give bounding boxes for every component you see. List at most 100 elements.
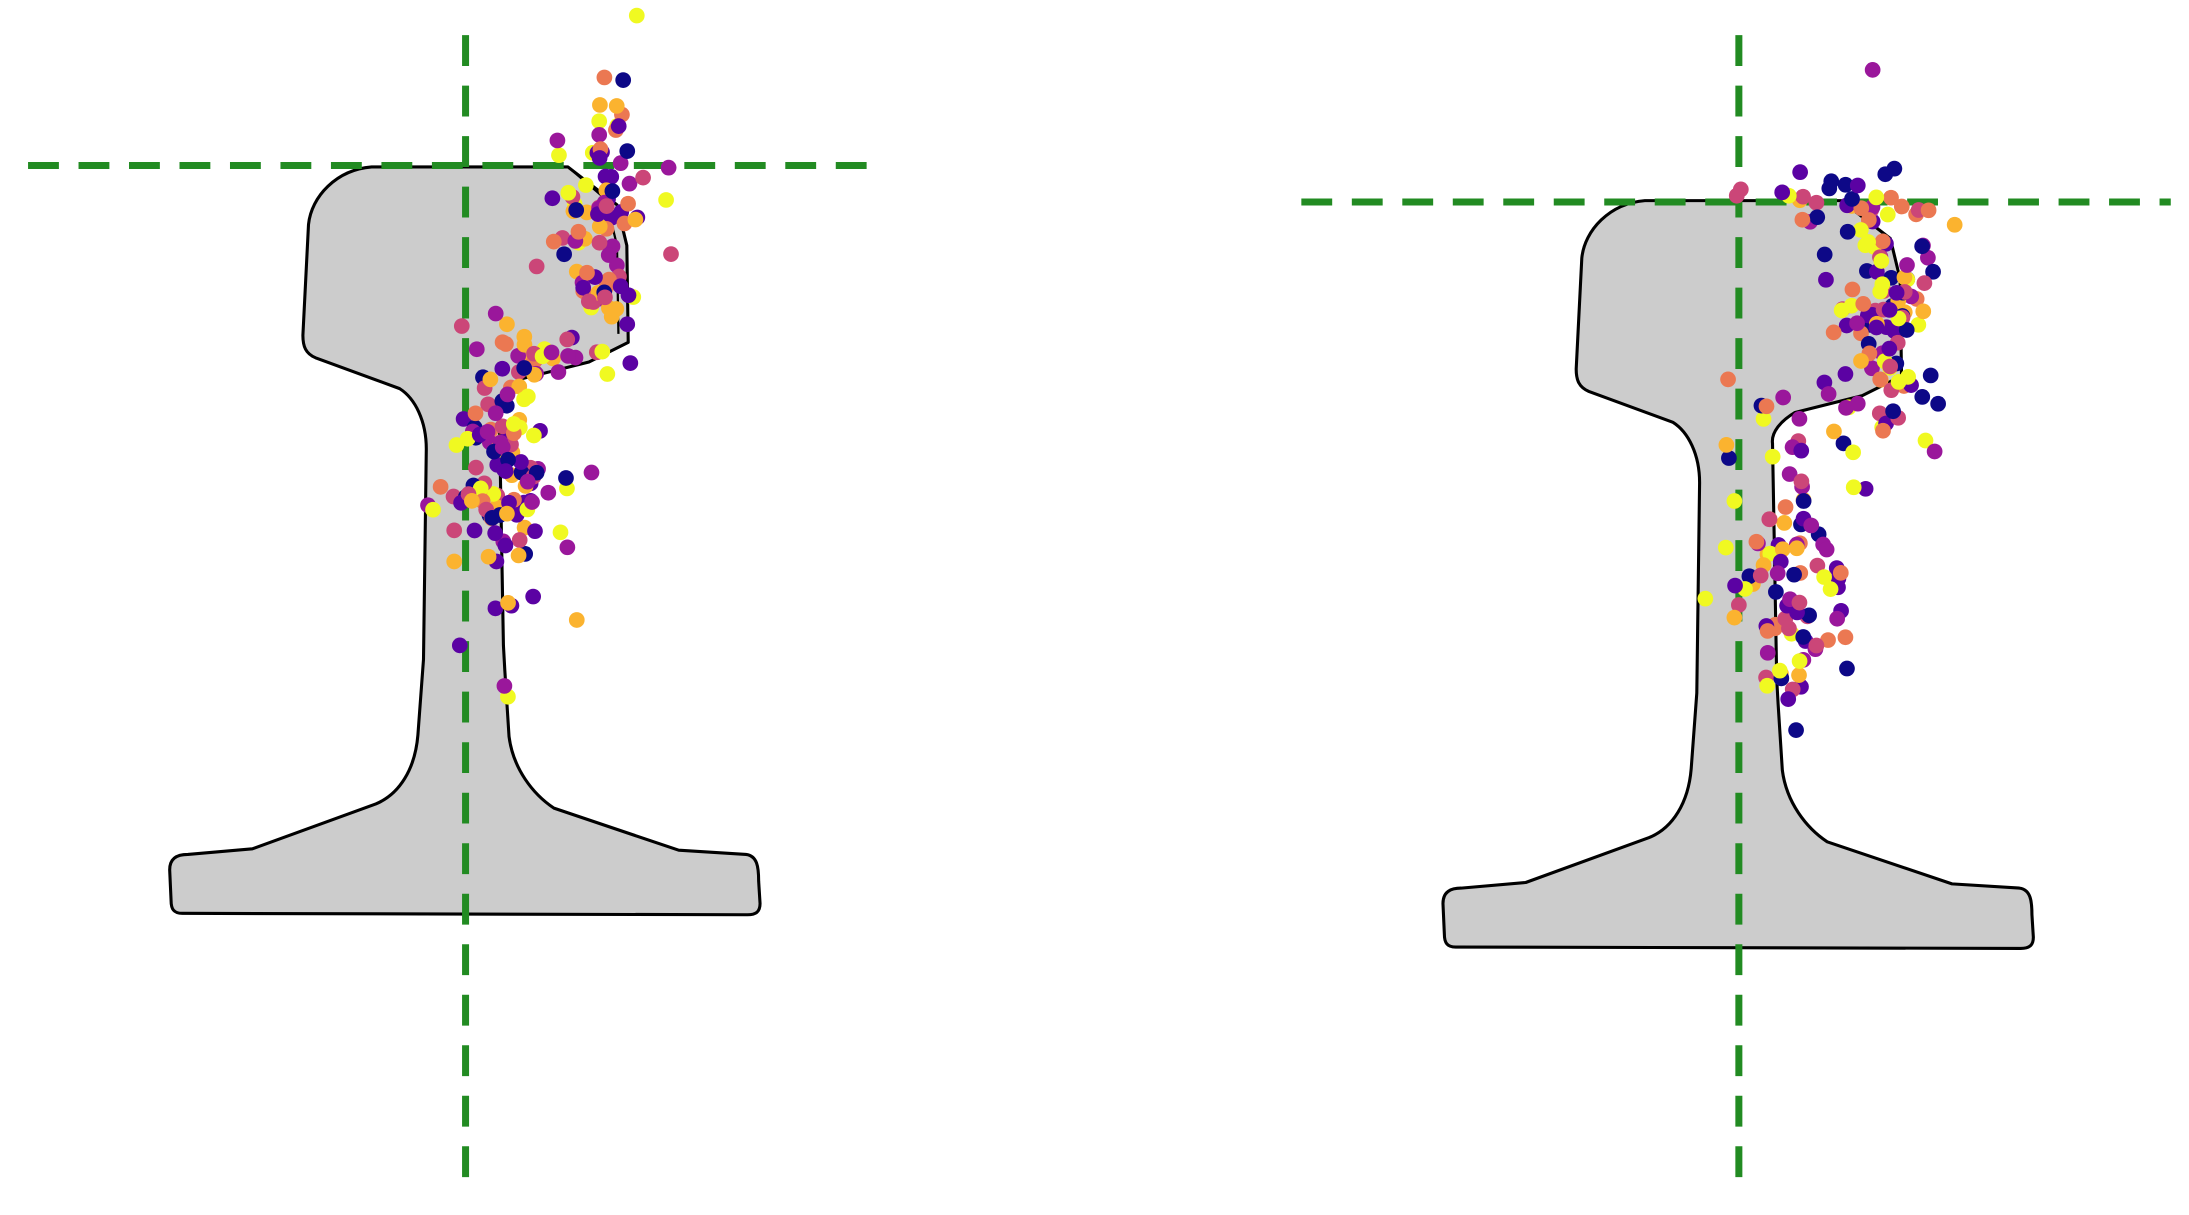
scatter-point xyxy=(466,522,483,539)
scatter-point xyxy=(1877,166,1894,183)
scatter-point xyxy=(610,118,627,134)
scatter-point xyxy=(1791,594,1808,611)
scatter-point xyxy=(1825,324,1842,341)
scatter-point xyxy=(432,478,449,495)
scatter-point xyxy=(597,168,614,185)
scatter-point xyxy=(1853,222,1869,238)
scatter-point xyxy=(528,258,545,275)
scatter-point xyxy=(511,532,528,548)
scatter-point xyxy=(487,525,504,541)
scatter-point xyxy=(494,439,511,455)
scatter-point xyxy=(494,360,511,377)
scatter-point xyxy=(1857,480,1874,497)
scatter-point xyxy=(545,233,562,250)
scatter-point xyxy=(600,247,617,263)
scatter-point xyxy=(1922,367,1939,384)
scatter-point xyxy=(499,386,516,403)
scatter-point xyxy=(1718,437,1735,453)
scatter-point xyxy=(1915,303,1932,320)
scatter-point xyxy=(635,169,651,186)
scatter-point xyxy=(1926,443,1943,460)
scatter-point xyxy=(1898,322,1915,338)
scatter-point xyxy=(1818,541,1835,558)
scatter-point xyxy=(619,143,636,159)
scatter-point xyxy=(487,305,504,322)
scatter-point xyxy=(1838,399,1854,416)
scatter-point xyxy=(510,547,527,564)
scatter-point xyxy=(559,331,576,348)
scatter-point xyxy=(1726,609,1743,626)
scatter-point xyxy=(1833,302,1850,319)
scatter-point xyxy=(1822,581,1839,597)
scatter-point xyxy=(1896,269,1913,286)
scatter-point xyxy=(599,366,616,382)
scatter-point xyxy=(1872,371,1889,388)
scatter-point xyxy=(1809,209,1826,226)
scatter-point xyxy=(658,192,674,208)
scatter-point xyxy=(1721,450,1737,466)
scatter-point xyxy=(479,423,496,440)
scatter-point xyxy=(1791,653,1808,669)
scatter-point xyxy=(1759,677,1776,694)
scatter-point xyxy=(1849,177,1866,194)
scatter-point xyxy=(1917,432,1934,449)
scatter-point xyxy=(1818,271,1834,288)
scatter-point xyxy=(1849,315,1865,332)
scatter-point xyxy=(527,523,543,540)
scatter-point xyxy=(568,612,585,628)
scatter-point xyxy=(480,548,497,565)
scatter-point xyxy=(1816,569,1832,585)
scatter-point xyxy=(663,246,679,262)
scatter-point xyxy=(487,600,504,617)
scatter-point xyxy=(591,150,608,166)
scatter-point xyxy=(1844,281,1861,298)
scatter-point xyxy=(583,464,600,481)
scatter-point xyxy=(1791,667,1807,683)
scatter-point xyxy=(1893,198,1910,215)
scatter-point xyxy=(1837,176,1854,193)
scatter-point xyxy=(1829,610,1846,627)
scatter-point xyxy=(628,7,645,24)
scatter-point xyxy=(1741,568,1758,585)
scatter-point xyxy=(1860,234,1877,250)
scatter-point xyxy=(1780,691,1797,707)
scatter-point xyxy=(1759,644,1776,661)
scatter-point xyxy=(559,539,576,556)
scatter-point xyxy=(1764,448,1781,465)
scatter-point xyxy=(601,271,617,288)
scatter-point xyxy=(487,405,504,422)
scatter-point xyxy=(612,155,629,172)
scatter-point xyxy=(526,427,542,444)
scatter-point xyxy=(1925,263,1941,280)
scatter-point xyxy=(425,501,441,518)
scatter-point xyxy=(505,416,522,432)
scatter-point xyxy=(1845,479,1862,496)
scatter-point xyxy=(622,355,639,371)
scatter-point xyxy=(1820,386,1837,402)
scatter-point xyxy=(1788,540,1805,557)
scatter-point xyxy=(627,211,644,228)
scatter-point xyxy=(604,183,621,199)
scatter-point xyxy=(1821,180,1838,197)
scatter-point xyxy=(591,113,608,130)
right-rail-profile xyxy=(1441,199,2035,950)
scatter-point xyxy=(516,391,532,408)
scatter-point xyxy=(556,246,573,263)
scatter-point xyxy=(1752,567,1769,584)
scatter-point xyxy=(1776,515,1793,531)
scatter-point xyxy=(1803,517,1820,534)
scatter-point xyxy=(464,493,480,509)
scatter-point xyxy=(1820,632,1836,648)
scatter-point xyxy=(558,470,574,486)
scatter-point xyxy=(620,195,636,212)
scatter-point xyxy=(1839,660,1855,677)
left-panel xyxy=(28,7,884,1190)
scatter-point xyxy=(1868,189,1885,206)
scatter-point xyxy=(1771,662,1788,679)
scatter-point xyxy=(1883,189,1899,206)
scatter-point xyxy=(497,463,514,479)
scatter-point xyxy=(568,202,585,218)
scatter-point xyxy=(1788,722,1804,738)
scatter-point xyxy=(1816,246,1833,263)
